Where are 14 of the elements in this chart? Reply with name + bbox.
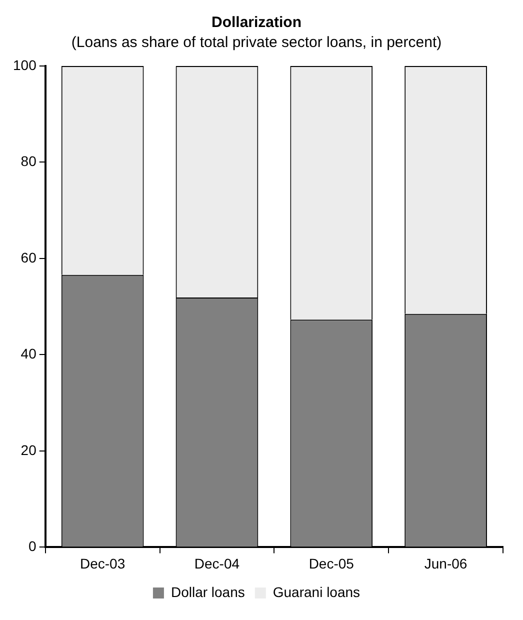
y-tick-label: 60 — [20, 249, 37, 266]
y-tick-label: 20 — [20, 442, 37, 458]
x-tick-label: Dec-05 — [308, 555, 354, 572]
y-tick-label: 0 — [28, 538, 37, 554]
x-tick-label: Jun-06 — [424, 555, 468, 572]
chart-title: Dollarization — [211, 14, 302, 32]
legend-label: Dollar loans — [170, 584, 245, 600]
legend-label: Guarani loans — [272, 584, 360, 600]
x-tick-label: Dec-04 — [194, 555, 240, 572]
y-tick-label: 100 — [13, 56, 37, 73]
y-tick-label: 80 — [20, 153, 37, 170]
chart-subtitle: (Loans as share of total private sector loans, in percent) — [71, 34, 442, 52]
x-tick-label: Dec-03 — [80, 555, 126, 572]
y-tick-label: 40 — [20, 346, 37, 362]
